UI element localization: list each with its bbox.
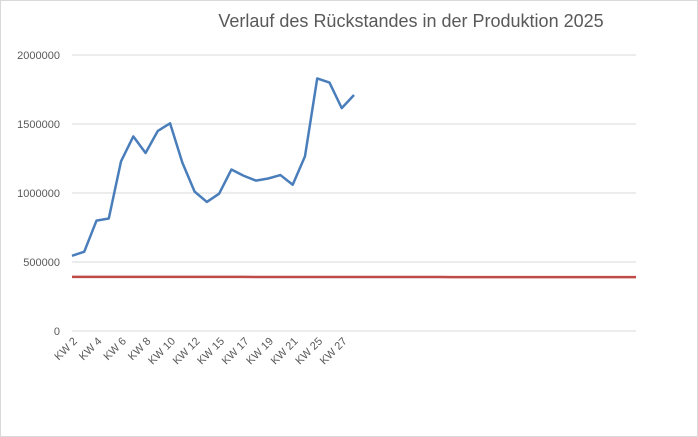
y-tick-label: 0 [54, 326, 60, 338]
y-tick-label: 2000000 [17, 50, 60, 62]
y-tick-label: 1000000 [17, 188, 60, 200]
y-tick-label: 1500000 [17, 119, 60, 131]
data-line [71, 77, 355, 257]
y-tick-label: 500000 [23, 257, 60, 269]
chart-title: Verlauf des Rückstandes in der Produktio… [218, 11, 603, 31]
